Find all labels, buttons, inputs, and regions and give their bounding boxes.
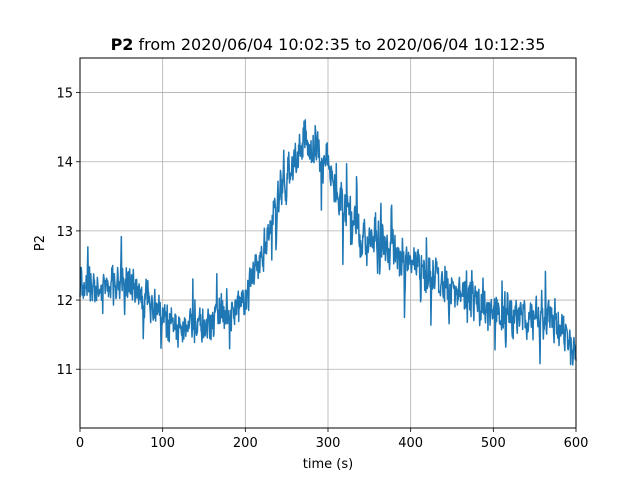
- x-tick-label: 400: [398, 436, 423, 451]
- y-tick-label: 14: [56, 156, 73, 171]
- y-tick-label: 12: [56, 294, 73, 309]
- chart-title: P2 from 2020/06/04 10:02:35 to 2020/06/0…: [111, 35, 546, 54]
- x-tick-label: 0: [76, 436, 84, 451]
- chart-title-rest: from 2020/06/04 10:02:35 to 2020/06/04 1…: [133, 35, 545, 54]
- x-axis: 0 100 200 300 400 500 600: [76, 428, 589, 451]
- y-tick-label: 15: [56, 87, 73, 102]
- x-tick-label: 100: [150, 436, 175, 451]
- x-tick-label: 500: [481, 436, 506, 451]
- chart-title-bold: P2: [111, 35, 134, 54]
- y-axis: 11 12 13 14 15: [56, 87, 80, 378]
- plot-area: [79, 119, 577, 366]
- x-tick-label: 600: [564, 436, 589, 451]
- y-axis-label: P2: [33, 235, 48, 251]
- y-tick-label: 13: [56, 225, 73, 240]
- y-tick-label: 11: [56, 363, 73, 378]
- x-tick-label: 200: [233, 436, 258, 451]
- x-axis-label: time (s): [303, 457, 353, 472]
- series-line-p2: [79, 119, 577, 366]
- x-tick-label: 300: [316, 436, 341, 451]
- grid: [79, 58, 577, 428]
